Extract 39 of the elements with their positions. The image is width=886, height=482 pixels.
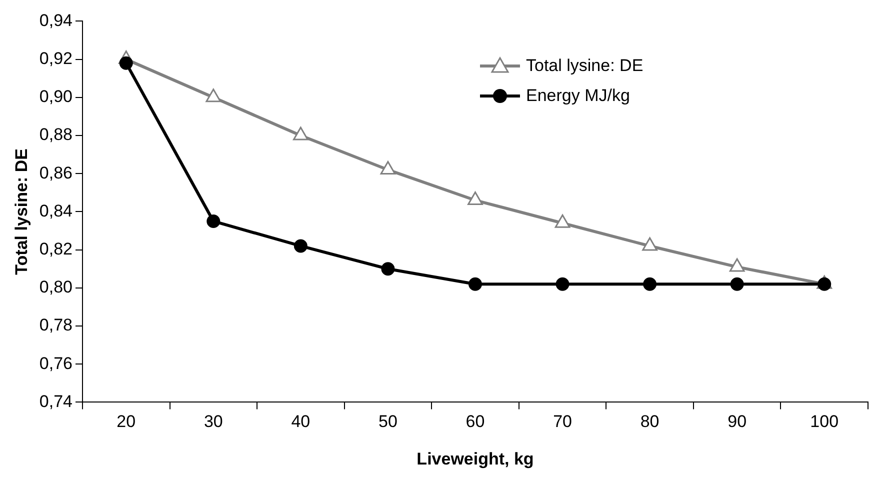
y-tick-label: 0,80	[39, 278, 72, 297]
point	[818, 277, 832, 291]
x-axis-title: Liveweight, kg	[416, 449, 534, 468]
y-tick-label: 0,90	[39, 87, 72, 106]
x-tick-label: 40	[291, 412, 310, 432]
y-tick-label: 0,78	[39, 316, 72, 335]
point	[643, 277, 657, 291]
point	[468, 192, 483, 206]
point	[729, 258, 745, 272]
x-tick-label: 30	[204, 412, 223, 432]
point	[468, 277, 482, 291]
point	[293, 126, 308, 140]
y-tick-label: 0,86	[39, 163, 72, 182]
y-tick-label: 0,82	[39, 239, 72, 258]
x-tick-label: 70	[553, 412, 572, 432]
x-tick-label: 90	[728, 412, 747, 432]
point	[730, 277, 744, 291]
y-axis-title: Total lysine: DE	[12, 148, 31, 275]
point	[381, 262, 395, 276]
x-tick-label: 60	[466, 412, 485, 432]
y-tick-label: 0,84	[39, 201, 72, 220]
point	[206, 214, 220, 228]
y-tick-label: 0,74	[39, 392, 72, 411]
point	[556, 277, 570, 291]
y-tick-label: 0,88	[39, 125, 72, 144]
point	[642, 237, 658, 251]
x-tick-label: 100	[810, 412, 839, 432]
point	[554, 214, 570, 228]
y-tick-label: 0,92	[39, 48, 72, 68]
point	[206, 88, 222, 102]
point	[294, 239, 308, 253]
point	[380, 161, 396, 175]
x-tick-label: 80	[640, 412, 660, 432]
legend-label: Energy MJ/kg	[526, 86, 630, 106]
y-tick-label: 0,94	[39, 10, 72, 30]
y-tick-label: 0,76	[39, 354, 72, 373]
x-tick-label: 50	[378, 412, 398, 432]
legend-label: Total lysine: DE	[526, 56, 644, 76]
x-tick-label: 20	[116, 412, 136, 432]
